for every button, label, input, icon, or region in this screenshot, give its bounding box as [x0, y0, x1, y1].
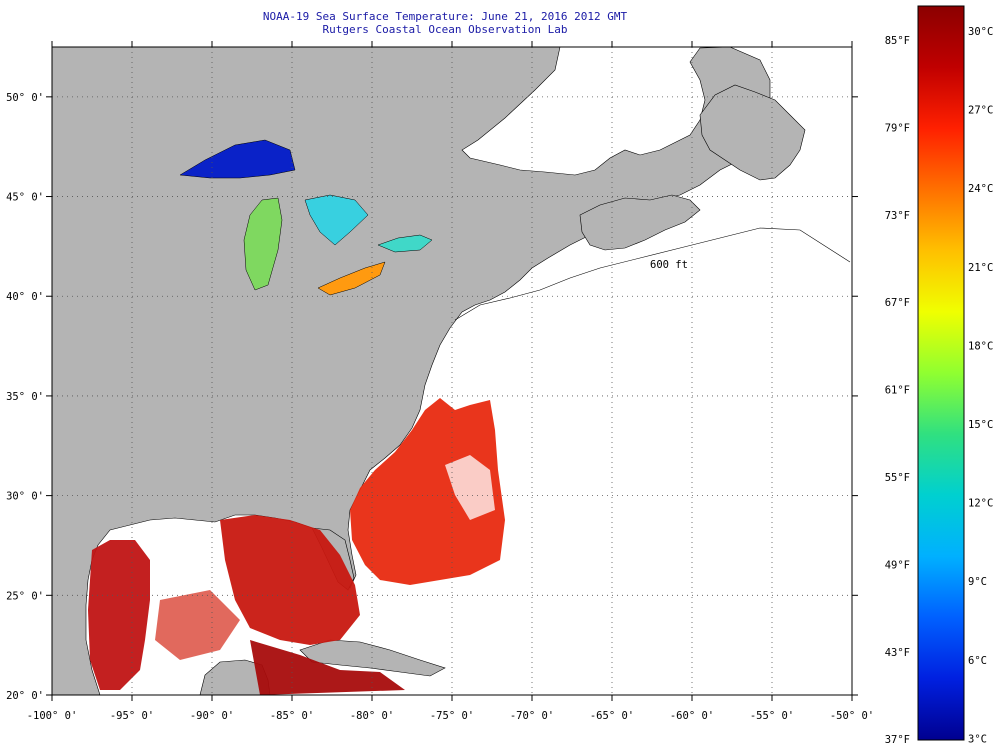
colorbar-f-label: 61°F	[885, 385, 910, 397]
isobath-label: 600 ft	[650, 259, 688, 271]
lon-label: -60° 0'	[670, 710, 714, 722]
land-north-america	[52, 47, 771, 695]
lon-label: -65° 0'	[590, 710, 634, 722]
colorbar-celsius-labels: 30°C 27°C 24°C 21°C 18°C 15°C 12°C 9°C 6°C 3°C	[968, 26, 993, 745]
caribbean-sst	[250, 640, 405, 695]
lake-ontario-sst	[377, 234, 433, 253]
lake-erie-sst	[317, 261, 386, 296]
colorbar	[917, 5, 965, 741]
map-title: NOAA-19 Sea Surface Temperature: June 21…	[262, 10, 628, 23]
colorbar-c-label: 6°C	[968, 655, 987, 667]
lon-label: -55° 0'	[750, 710, 794, 722]
colorbar-f-label: 85°F	[885, 35, 910, 47]
colorbar-c-label: 15°C	[968, 419, 993, 431]
lon-label: -95° 0'	[110, 710, 154, 722]
land-newfoundland	[699, 84, 806, 181]
map-layers: 600 ft	[52, 47, 851, 695]
gulf-sst-central	[155, 590, 240, 660]
colorbar-c-label: 30°C	[968, 26, 993, 38]
colorbar-c-label: 27°C	[968, 105, 993, 117]
colorbar-f-label: 49°F	[885, 559, 910, 571]
longitude-labels: -100° 0' -95° 0' -90° 0' -85° 0' -80° 0' -75°…	[27, 41, 874, 722]
lon-label: -85° 0'	[270, 710, 314, 722]
gulf-sst-east	[220, 515, 360, 645]
colorbar-c-label: 21°C	[968, 262, 993, 274]
colorbar-f-label: 67°F	[885, 297, 910, 309]
lon-label: -75° 0'	[430, 710, 474, 722]
lat-label: 35° 0'	[6, 391, 44, 403]
isobath-600ft	[454, 227, 851, 321]
colorbar-f-label: 79°F	[885, 122, 910, 134]
lon-label: -50° 0'	[830, 710, 874, 722]
lon-label: -100° 0'	[27, 710, 78, 722]
colorbar-f-label: 73°F	[885, 210, 910, 222]
lake-michigan-sst	[243, 197, 283, 291]
colorbar-c-label: 24°C	[968, 183, 993, 195]
colorbar-c-label: 18°C	[968, 340, 993, 352]
lat-label: 40° 0'	[6, 291, 44, 303]
graticule	[52, 47, 852, 695]
lat-label: 50° 0'	[6, 92, 44, 104]
colorbar-fahrenheit-labels: 85°F 79°F 73°F 67°F 61°F 55°F 49°F 43°F 37°F	[885, 35, 910, 746]
atlantic-sst-swath	[350, 398, 505, 585]
lat-label: 45° 0'	[6, 192, 44, 204]
latitude-labels: 20° 0' 25° 0' 30° 0' 35° 0' 40° 0' 45° 0' 50° …	[6, 92, 858, 702]
gulf-sst-west	[88, 540, 150, 690]
lon-label: -70° 0'	[510, 710, 554, 722]
lon-label: -90° 0'	[190, 710, 234, 722]
lon-label: -80° 0'	[350, 710, 394, 722]
land-nova-scotia	[579, 194, 701, 251]
colorbar-f-label: 43°F	[885, 647, 910, 659]
lake-superior-sst	[179, 139, 296, 179]
lake-huron-sst	[304, 194, 369, 246]
colorbar-f-label: 55°F	[885, 472, 910, 484]
colorbar-c-label: 3°C	[968, 733, 987, 745]
atlantic-sst-cloud-patch	[445, 455, 495, 520]
land-cuba	[299, 639, 446, 677]
colorbar-c-label: 12°C	[968, 498, 993, 510]
lat-label: 25° 0'	[6, 590, 44, 602]
colorbar-c-label: 9°C	[968, 576, 987, 588]
map-subtitle: Rutgers Coastal Ocean Observation Lab	[322, 23, 568, 36]
lat-label: 20° 0'	[6, 690, 44, 702]
colorbar-f-label: 37°F	[885, 734, 910, 746]
lat-label: 30° 0'	[6, 491, 44, 503]
